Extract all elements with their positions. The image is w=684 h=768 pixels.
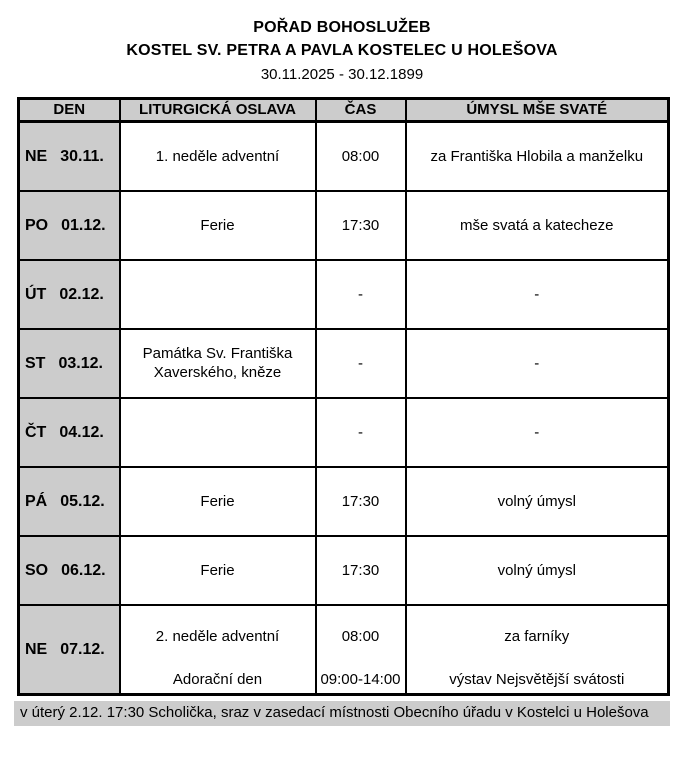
footer-note: v úterý 2.12. 17:30 Scholička, sraz v za… — [14, 701, 670, 726]
day-abbr: NE — [25, 640, 48, 658]
table-row: ČT 04.12. - - — [17, 396, 670, 468]
celebration-cell: Památka Sv. Františka Xaverského, kněze — [118, 327, 317, 399]
table-row: SO 06.12. Ferie 17:30 volný úmysl — [17, 534, 670, 606]
intention-cell: - — [404, 396, 670, 468]
column-header-celebration: LITURGICKÁ OSLAVA — [118, 97, 317, 123]
time-cell: 17:30 — [314, 189, 407, 261]
day-date: 07.12. — [60, 640, 105, 658]
table-row: NE 07.12. 2. neděle adventní Adorační den… — [17, 603, 670, 696]
intention-cell: - — [404, 258, 670, 330]
day-abbr: PO — [25, 216, 49, 234]
day-cell: PÁ 05.12. — [17, 465, 121, 537]
day-date: 06.12. — [61, 561, 106, 579]
church-name: KOSTEL SV. PETRA A PAVLA KOSTELEC U HOLE… — [126, 42, 558, 59]
time-entry: 09:00-14:00 — [320, 670, 401, 688]
day-abbr: PÁ — [25, 492, 48, 510]
date-range: 30.11.2025 - 30.12.1899 — [260, 66, 424, 83]
column-header-time: ČAS — [314, 97, 407, 123]
celebration-cell: 2. neděle adventní Adorační den — [118, 603, 317, 696]
day-date: 30.11. — [60, 147, 104, 165]
celebration-cell — [118, 396, 317, 468]
day-abbr: SO — [25, 561, 49, 579]
time-cell: - — [314, 396, 407, 468]
intention-entry: za farníky — [504, 627, 570, 645]
celebration-cell: Ferie — [118, 465, 317, 537]
time-cell: 08:00 09:00-14:00 — [314, 603, 407, 696]
table-row: ÚT 02.12. - - — [17, 258, 670, 330]
table-row: PO 01.12. Ferie 17:30 mše svatá a kateche… — [17, 189, 670, 261]
column-header-intention: ÚMYSL MŠE SVATÉ — [404, 97, 670, 123]
time-cell: - — [314, 327, 407, 399]
day-cell: ST 03.12. — [17, 327, 121, 399]
title-block: POŘAD BOHOSLUŽEB KOSTEL SV. PETRA A PAVL… — [0, 19, 684, 83]
day-abbr: ST — [25, 354, 46, 372]
celebration-entry: Adorační den — [172, 670, 263, 688]
day-cell: SO 06.12. — [17, 534, 121, 606]
intention-cell: - — [404, 327, 670, 399]
day-abbr: ÚT — [25, 285, 47, 303]
intention-entry: výstav Nejsvětější svátosti — [449, 670, 625, 688]
day-cell: PO 01.12. — [17, 189, 121, 261]
day-date: 04.12. — [59, 423, 104, 441]
table-row: NE 30.11. 1. neděle adventní 08:00 za Fra… — [17, 120, 670, 192]
day-date: 02.12. — [59, 285, 104, 303]
day-date: 05.12. — [60, 492, 105, 510]
day-cell: NE 30.11. — [17, 120, 121, 192]
celebration-cell: Ferie — [118, 534, 317, 606]
celebration-cell: Ferie — [118, 189, 317, 261]
day-cell: ČT 04.12. — [17, 396, 121, 468]
intention-cell: mše svatá a katecheze — [404, 189, 670, 261]
time-cell: 17:30 — [314, 534, 407, 606]
intention-cell: za Františka Hlobila a manželku — [404, 120, 670, 192]
time-cell: 17:30 — [314, 465, 407, 537]
service-schedule-table: DEN LITURGICKÁ OSLAVA ČAS ÚMYSL MŠE SVAT… — [17, 97, 670, 696]
day-date: 01.12. — [61, 216, 106, 234]
celebration-cell — [118, 258, 317, 330]
intention-cell: volný úmysl — [404, 534, 670, 606]
intention-cell: za farníky výstav Nejsvětější svátosti — [404, 603, 670, 696]
day-abbr: NE — [25, 147, 48, 165]
celebration-entry: 2. neděle adventní — [155, 627, 280, 645]
table-row: ST 03.12. Památka Sv. Františka Xaverskéh… — [17, 327, 670, 399]
table-header-row: DEN LITURGICKÁ OSLAVA ČAS ÚMYSL MŠE SVAT… — [17, 97, 670, 123]
page-title: POŘAD BOHOSLUŽEB — [253, 19, 431, 36]
celebration-cell: 1. neděle adventní — [118, 120, 317, 192]
day-date: 03.12. — [58, 354, 103, 372]
time-cell: - — [314, 258, 407, 330]
intention-cell: volný úmysl — [404, 465, 670, 537]
time-entry: 08:00 — [341, 627, 380, 645]
column-header-day: DEN — [17, 97, 121, 123]
day-cell: ÚT 02.12. — [17, 258, 121, 330]
day-cell: NE 07.12. — [17, 603, 121, 696]
day-abbr: ČT — [25, 423, 47, 441]
time-cell: 08:00 — [314, 120, 407, 192]
table-row: PÁ 05.12. Ferie 17:30 volný úmysl — [17, 465, 670, 537]
